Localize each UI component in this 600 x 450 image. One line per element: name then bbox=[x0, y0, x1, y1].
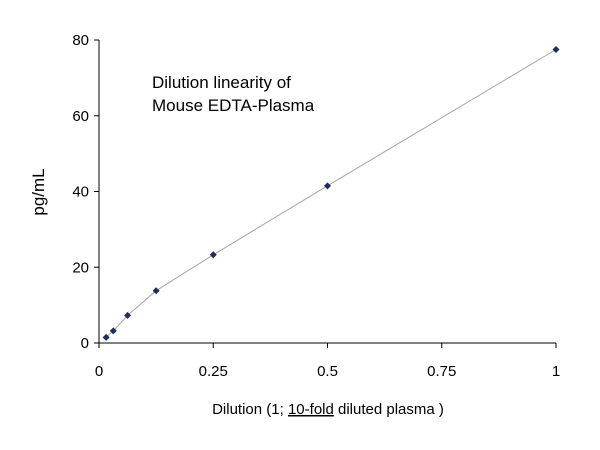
y-tick-label: 40 bbox=[72, 184, 89, 201]
data-point bbox=[324, 182, 331, 190]
data-point bbox=[102, 333, 110, 341]
data-point bbox=[552, 45, 560, 53]
series-line bbox=[105, 49, 557, 338]
y-tick-label: 20 bbox=[72, 259, 89, 276]
x-tick-label: 0.75 bbox=[427, 363, 456, 380]
data-point bbox=[109, 327, 117, 335]
x-tick-label: 0 bbox=[95, 363, 103, 380]
data-point bbox=[209, 251, 217, 259]
chart-title-line-1: Dilution linearity of bbox=[152, 73, 291, 92]
series bbox=[102, 45, 560, 341]
y-tick-label: 80 bbox=[72, 32, 89, 49]
data-point bbox=[124, 311, 132, 319]
x-axis-label-part-2: diluted plasma ) bbox=[334, 401, 444, 418]
chart-title-line-2: Mouse EDTA-Plasma bbox=[152, 96, 315, 115]
x-axis-label-part-1: Dilution (1; bbox=[212, 401, 288, 418]
y-axis-label: pg/mL bbox=[29, 168, 48, 215]
x-tick-label: 0.25 bbox=[199, 363, 228, 380]
y-tick-label: 60 bbox=[72, 108, 89, 125]
x-axis-label-underlined: 10-fold bbox=[288, 401, 334, 418]
y-ticks: 0 20 40 60 80 bbox=[72, 32, 99, 352]
data-point bbox=[152, 287, 160, 295]
x-tick-label: 1 bbox=[552, 363, 560, 380]
x-tick-label: 0.5 bbox=[317, 363, 338, 380]
x-axis-label: Dilution (1; 10-fold diluted plasma ) bbox=[212, 401, 444, 418]
x-ticks: 0 0.25 0.5 0.75 1 bbox=[95, 343, 560, 380]
y-tick-label: 0 bbox=[81, 335, 89, 352]
